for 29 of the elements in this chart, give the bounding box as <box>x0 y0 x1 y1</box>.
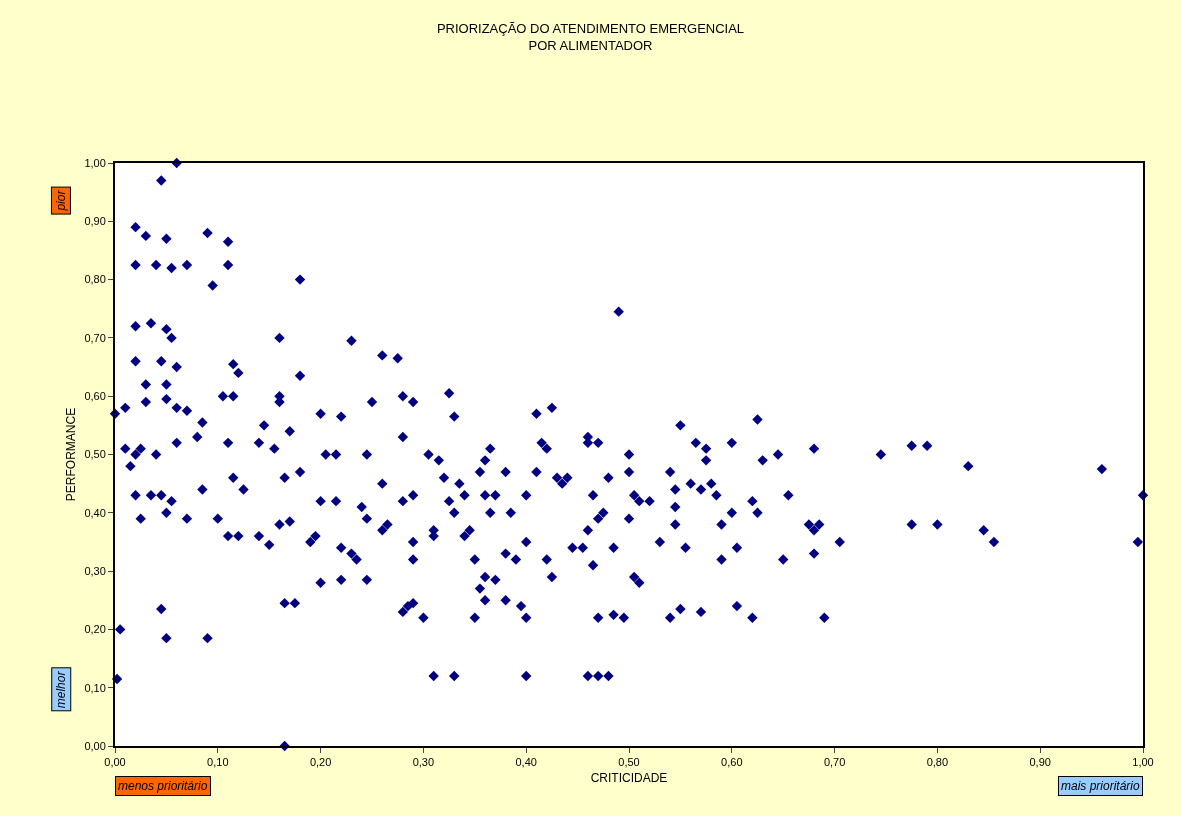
chart-title: PRIORIZAÇÃO DO ATENDIMENTO EMERGENCIAL POR ALIMENTADOR <box>436 20 745 53</box>
x-tick-label: 0,30 <box>412 756 435 769</box>
y-tick-label: 0,90 <box>84 215 106 228</box>
x-tick-label: 0,60 <box>721 756 743 769</box>
y-tick-label: 0,40 <box>84 506 106 519</box>
x-tick-label: 0,50 <box>618 756 640 769</box>
y-axis-title: PERFORMANCE <box>64 407 79 502</box>
text: menos prioritário <box>118 779 208 793</box>
x-tick-label: 0,90 <box>1029 756 1051 769</box>
y-tick-label: 0,70 <box>84 331 106 344</box>
x-tick-label: 0,00 <box>104 756 126 769</box>
x-tick-label: 0,70 <box>823 756 846 769</box>
y-tick-label: 0,30 <box>84 564 106 577</box>
y-tick-label: 0,80 <box>84 273 106 286</box>
y-tick-label: 0,00 <box>84 739 106 752</box>
x-axis-title: CRITICIDADE <box>590 770 668 785</box>
y-tick-label: 0,20 <box>84 623 106 636</box>
text: pior <box>53 189 68 212</box>
x-tick-label: 0,10 <box>207 756 229 769</box>
y-tick-label: 0,10 <box>84 681 106 694</box>
text: melhor <box>54 670 69 709</box>
x-tick-label: 0,20 <box>309 756 332 769</box>
x-tick-label: 0,80 <box>926 756 949 769</box>
text: mais prioritário <box>1061 779 1141 793</box>
x-tick-label: 1,00 <box>1132 756 1154 769</box>
y-tick-label: 0,60 <box>84 390 106 403</box>
x-tick-label: 0,40 <box>515 756 537 769</box>
y-tick-label: 1,00 <box>84 156 106 169</box>
y-tick-label: 0,50 <box>84 448 106 461</box>
